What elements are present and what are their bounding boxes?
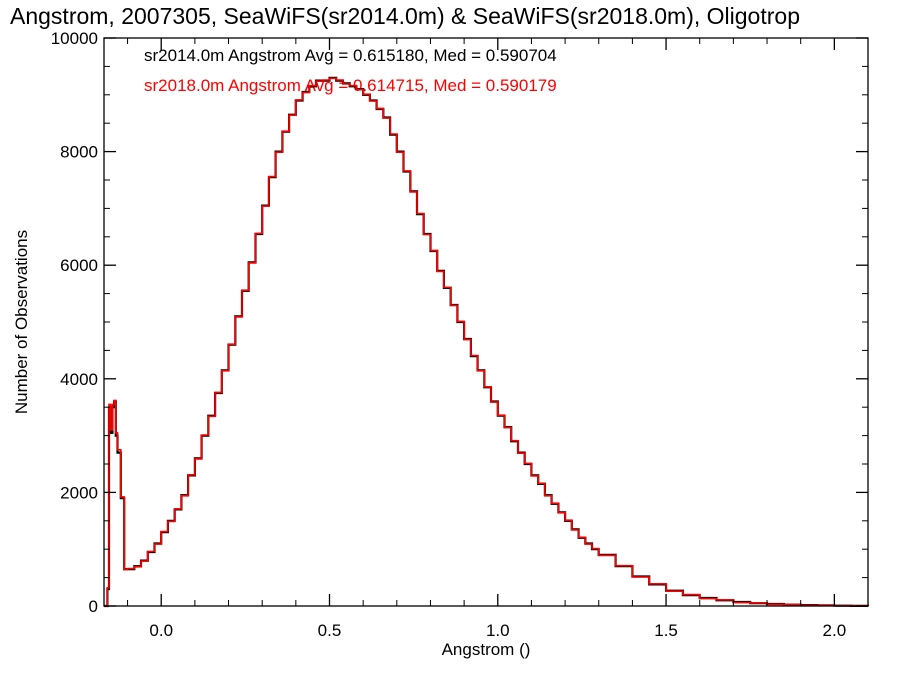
series-layer: [104, 76, 870, 608]
series-line-0: [104, 76, 870, 608]
tick-layer: 0.0 0.5 1.0 1.5 2.0 0 2000 4000 6000 8000 10000: [51, 29, 869, 640]
x-tick-label: 2.0: [823, 621, 847, 640]
annotation-sr2014: sr2014.0m Angstrom Avg = 0.615180, Med =…: [144, 46, 557, 65]
y-tick-label: 4000: [60, 370, 98, 389]
x-tick-label: 1.0: [486, 621, 510, 640]
y-tick-label: 8000: [60, 143, 98, 162]
y-tick-label: 2000: [60, 483, 98, 502]
x-tick-label: 1.5: [654, 621, 678, 640]
y-tick-label: 0: [89, 597, 98, 616]
x-axis-label: Angstrom (): [442, 640, 531, 659]
x-tick-label: 0.0: [149, 621, 173, 640]
series-line-1: [104, 77, 869, 607]
y-tick-label: 6000: [60, 256, 98, 275]
y-tick-label: 10000: [51, 29, 98, 48]
plot-frame: [103, 37, 869, 607]
x-tick-label: 0.5: [318, 621, 342, 640]
chart-title: Angstrom, 2007305, SeaWiFS(sr2014.0m) & …: [10, 3, 800, 29]
y-axis-label: Number of Observations: [12, 230, 31, 414]
